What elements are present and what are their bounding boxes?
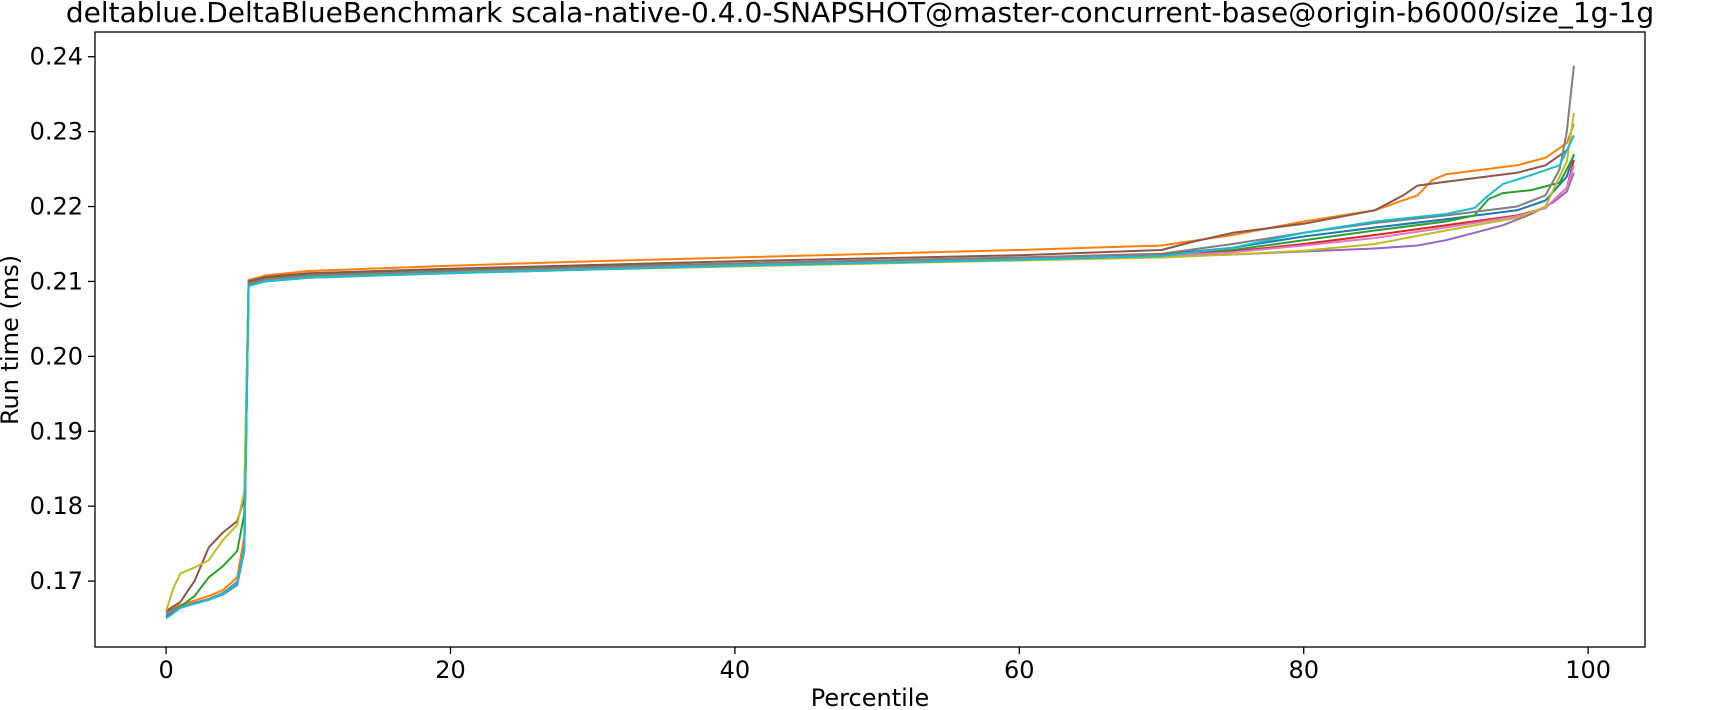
chart-title: deltablue.DeltaBlueBenchmark scala-nativ…	[66, 0, 1654, 29]
series-line-9	[165, 112, 1575, 612]
series-line-2	[165, 123, 1575, 612]
x-tick-label: 80	[1288, 656, 1319, 684]
y-tick-label: 0.20	[30, 342, 83, 370]
series-line-10	[165, 134, 1575, 620]
y-tick-label: 0.21	[30, 267, 83, 295]
x-axis: 0 20 40 60 80 100	[158, 647, 1611, 684]
y-tick-label: 0.23	[30, 118, 83, 146]
x-tick-label: 0	[158, 656, 173, 684]
x-tick-label: 20	[435, 656, 466, 684]
x-tick-label: 60	[1004, 656, 1035, 684]
x-tick-label: 100	[1565, 656, 1611, 684]
x-tick-label: 40	[720, 656, 751, 684]
series-lines	[165, 65, 1575, 620]
series-line-6	[165, 134, 1575, 612]
y-tick-label: 0.17	[30, 567, 83, 595]
y-tick-label: 0.24	[30, 43, 83, 71]
y-tick-label: 0.22	[30, 193, 83, 221]
x-axis-label: Percentile	[811, 684, 929, 710]
y-axis: 0.17 0.18 0.19 0.20 0.21 0.22 0.23 0.24	[30, 43, 95, 595]
plot-frame	[94, 31, 1646, 648]
series-line-8	[165, 65, 1575, 616]
y-axis-label: Run time (ms)	[0, 255, 24, 425]
y-tick-label: 0.18	[30, 492, 83, 520]
y-tick-label: 0.19	[30, 417, 83, 445]
